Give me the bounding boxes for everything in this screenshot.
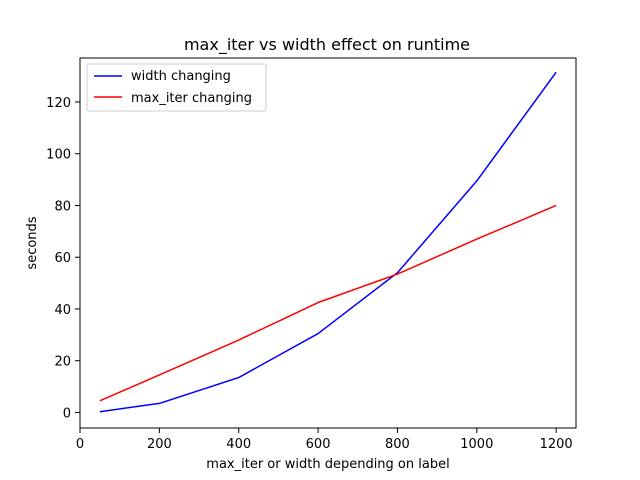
y-tick-label: 60 <box>54 251 71 266</box>
x-tick-label: 200 <box>147 437 172 452</box>
y-tick-label: 40 <box>54 303 71 318</box>
x-tick-label: 1200 <box>540 437 573 452</box>
series-line-0 <box>99 71 557 413</box>
x-tick-label: 600 <box>306 437 331 452</box>
x-axis-title: max_iter or width depending on label <box>206 457 449 472</box>
series-line-1 <box>99 204 557 402</box>
x-tick-label: 0 <box>76 437 84 452</box>
y-tick-label: 120 <box>46 96 71 111</box>
y-axis-ticks: 0 20 40 60 80 100 120 <box>46 96 80 421</box>
y-tick-label: 20 <box>54 355 71 370</box>
axes-frame <box>79 57 577 429</box>
x-axis-ticks: 0 200 400 600 800 1000 1200 <box>76 428 573 452</box>
x-tick-label: 400 <box>226 437 251 452</box>
y-tick-label: 0 <box>63 406 71 421</box>
x-tick-label: 1000 <box>460 437 493 452</box>
y-tick-label: 80 <box>54 199 71 214</box>
series-layer <box>99 71 557 413</box>
y-tick-label: 100 <box>46 148 71 163</box>
x-tick-label: 800 <box>385 437 410 452</box>
chart-title: max_iter vs width effect on runtime <box>184 35 470 55</box>
legend: width changing max_iter changing <box>86 63 267 112</box>
plot-area <box>79 57 577 429</box>
legend-label-width-changing: width changing <box>131 69 231 84</box>
legend-box <box>86 63 267 112</box>
legend-label-max-iter-changing: max_iter changing <box>131 91 252 106</box>
y-axis-title: seconds <box>25 216 40 269</box>
